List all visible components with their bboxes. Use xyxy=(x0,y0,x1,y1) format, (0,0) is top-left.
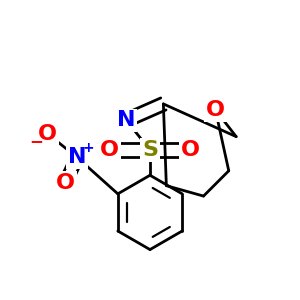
Text: O: O xyxy=(38,124,57,144)
Text: O: O xyxy=(181,140,200,160)
Text: S: S xyxy=(142,140,158,160)
Text: O: O xyxy=(206,100,225,120)
Text: N: N xyxy=(68,147,86,167)
Text: O: O xyxy=(100,140,119,160)
Text: O: O xyxy=(56,173,75,193)
Text: N: N xyxy=(117,110,136,130)
Text: +: + xyxy=(83,141,94,155)
Text: −: − xyxy=(29,132,43,150)
